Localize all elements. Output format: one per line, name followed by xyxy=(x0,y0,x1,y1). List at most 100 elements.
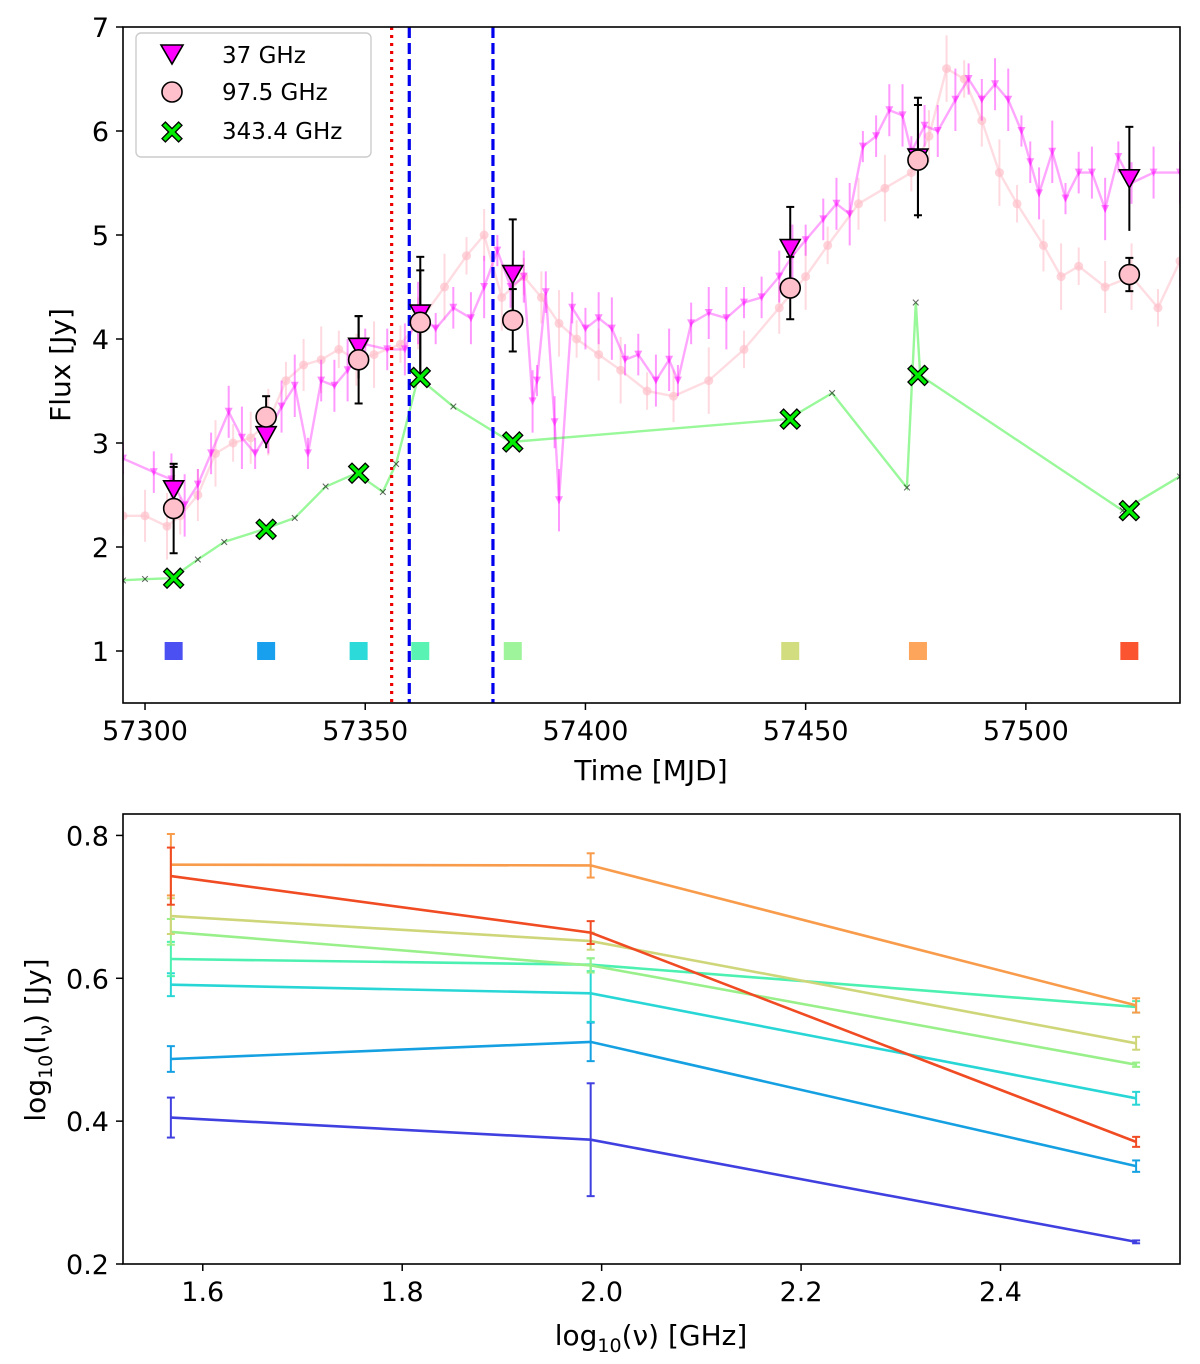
curve-97ghz-point xyxy=(774,303,784,313)
curve-37ghz-point xyxy=(872,132,881,141)
legend-entry-97ghz: 97.5 GHz xyxy=(222,80,328,106)
curve-37ghz-point xyxy=(400,345,409,354)
curve-343ghz-point: ✕ xyxy=(220,536,229,549)
curve-97ghz-point xyxy=(1153,303,1163,313)
epoch-square-marker-4 xyxy=(411,642,430,660)
epoch-97ghz-marker xyxy=(255,406,277,428)
epoch-square-marker-5 xyxy=(503,642,522,660)
curve-37ghz-point xyxy=(1048,147,1057,156)
curve-37ghz-point xyxy=(1114,153,1123,161)
curve-37ghz-point xyxy=(555,496,564,505)
curve-343ghz-point: ✕ xyxy=(378,486,387,499)
curve-343ghz-point: ✕ xyxy=(449,401,458,414)
curve-37ghz-point xyxy=(431,324,440,333)
curve-343ghz-point: ✕ xyxy=(391,458,400,471)
curve-343ghz-point: ✕ xyxy=(1175,470,1184,483)
epoch-37ghz-marker xyxy=(162,480,186,501)
curve-37ghz-point xyxy=(634,350,643,359)
legend-entry-37ghz: 37 GHz xyxy=(222,43,306,69)
epoch-37ghz-marker xyxy=(501,264,525,286)
epoch-square-marker-8 xyxy=(1120,642,1139,660)
epoch-343ghz-marker xyxy=(255,518,278,541)
curve-343ghz-point: ✕ xyxy=(140,573,149,586)
curve-37ghz-point xyxy=(317,376,326,385)
curve-97ghz-point xyxy=(1056,272,1066,282)
light-curve-y-tick-label: 3 xyxy=(92,429,109,460)
spectrum-series-line-3 xyxy=(170,983,1137,1100)
curve-37ghz-point xyxy=(673,376,682,385)
curve-37ghz-point xyxy=(1176,168,1180,177)
curve-37ghz-point xyxy=(687,319,696,328)
light-curve-axes-frame xyxy=(122,26,1181,704)
spectrum-axes-frame xyxy=(122,813,1181,1265)
curve-37ghz-point xyxy=(898,111,907,120)
curve-37ghz-point xyxy=(480,283,489,291)
curve-97ghz-point xyxy=(228,438,238,448)
spectrum-y-label-rest: (I xyxy=(19,1036,52,1055)
curve-97ghz-point xyxy=(462,251,472,261)
epoch-97ghz-marker xyxy=(347,348,370,371)
curve-97ghz-point xyxy=(193,490,203,500)
spectrum-plot-area xyxy=(166,833,1141,1245)
light-curve-y-tick-label: 1 xyxy=(92,637,109,668)
curve-37ghz-point xyxy=(493,246,502,255)
curve-37ghz-point xyxy=(621,355,630,364)
epoch-343ghz-marker xyxy=(907,364,929,387)
curve-37ghz-point xyxy=(207,449,216,458)
curve-37ghz-point xyxy=(466,314,475,323)
light-curve-y-tick-label: 7 xyxy=(92,13,109,44)
curve-37ghz-point xyxy=(991,80,1000,89)
curve-37ghz-point xyxy=(1101,205,1110,213)
curve-343ghz-point: ✕ xyxy=(902,482,911,495)
curve-343ghz-point: ✕ xyxy=(1118,505,1127,518)
epoch-square-marker-3 xyxy=(349,642,368,660)
epoch-343ghz-marker xyxy=(409,366,432,389)
curve-97ghz-point xyxy=(1175,256,1180,266)
curve-343ghz-point: ✕ xyxy=(827,387,836,400)
curve-97ghz-point xyxy=(536,292,546,302)
curve-37ghz-point xyxy=(920,121,929,130)
curve-37ghz-point xyxy=(977,95,986,104)
spectrum-y-label-unit: ) [Jy] xyxy=(19,958,52,1025)
curve-37ghz-point xyxy=(224,407,233,416)
curve-97ghz-point xyxy=(334,344,344,354)
curve-37ghz-point xyxy=(568,303,577,312)
curve-97ghz-point xyxy=(739,344,749,354)
spectrum-series-line-8 xyxy=(170,874,1137,1144)
curve-343ghz-point: ✕ xyxy=(911,297,920,310)
curve-97ghz-point xyxy=(572,334,582,344)
curve-97ghz-point xyxy=(210,448,220,458)
curve-97ghz-point xyxy=(281,376,291,386)
curve-37ghz-point xyxy=(885,106,894,115)
curve-37ghz-point xyxy=(383,345,392,354)
spectrum-y-tick-label: 0.2 xyxy=(66,1250,109,1281)
curve-37ghz-point xyxy=(739,298,748,307)
curve-37ghz-point xyxy=(1035,189,1044,198)
curve-37ghz-point xyxy=(449,303,458,312)
curve-37ghz-point xyxy=(845,210,854,219)
curve-97ghz-point xyxy=(942,64,952,74)
curve-37ghz-point xyxy=(541,288,550,297)
spectrum-x-tick-label: 1.6 xyxy=(181,1277,224,1308)
spectrum-series-line-2 xyxy=(170,1040,1137,1168)
curve-37ghz-point xyxy=(775,272,784,281)
curve-37ghz-point xyxy=(964,75,973,83)
epoch-97ghz-marker xyxy=(779,277,802,299)
spectrum-x-tick-label: 1.8 xyxy=(381,1277,424,1308)
spectrum-x-axis-label: log10(ν) [GHz] xyxy=(555,1319,748,1357)
light-curve-y-tick-label: 2 xyxy=(92,533,109,564)
epoch-37ghz-marker xyxy=(778,238,802,260)
light-curve-panel: ✕✕✕✕✕✕✕✕✕✕✕✕✕✕✕✕✕✕✕✕✕ 573005735057400574… xyxy=(44,13,1184,787)
light-curve-y-tick-label: 5 xyxy=(92,221,109,252)
light-curve-x-tick-label: 57350 xyxy=(322,716,408,747)
curve-37ghz-point xyxy=(1026,158,1035,167)
spectrum-x-tick-label: 2.0 xyxy=(580,1277,623,1308)
spectrum-x-tick-label: 2.2 xyxy=(780,1277,823,1308)
light-curve-plot-area: ✕✕✕✕✕✕✕✕✕✕✕✕✕✕✕✕✕✕✕✕✕ xyxy=(123,27,1184,703)
light-curve-x-tick-label: 57300 xyxy=(102,716,188,747)
spectrum-x-label-subscript: 10 xyxy=(597,1335,621,1357)
curve-97ghz-point xyxy=(669,391,679,401)
curve-97ghz-point xyxy=(801,272,811,282)
spectrum-x-tick-label: 2.4 xyxy=(979,1277,1022,1308)
